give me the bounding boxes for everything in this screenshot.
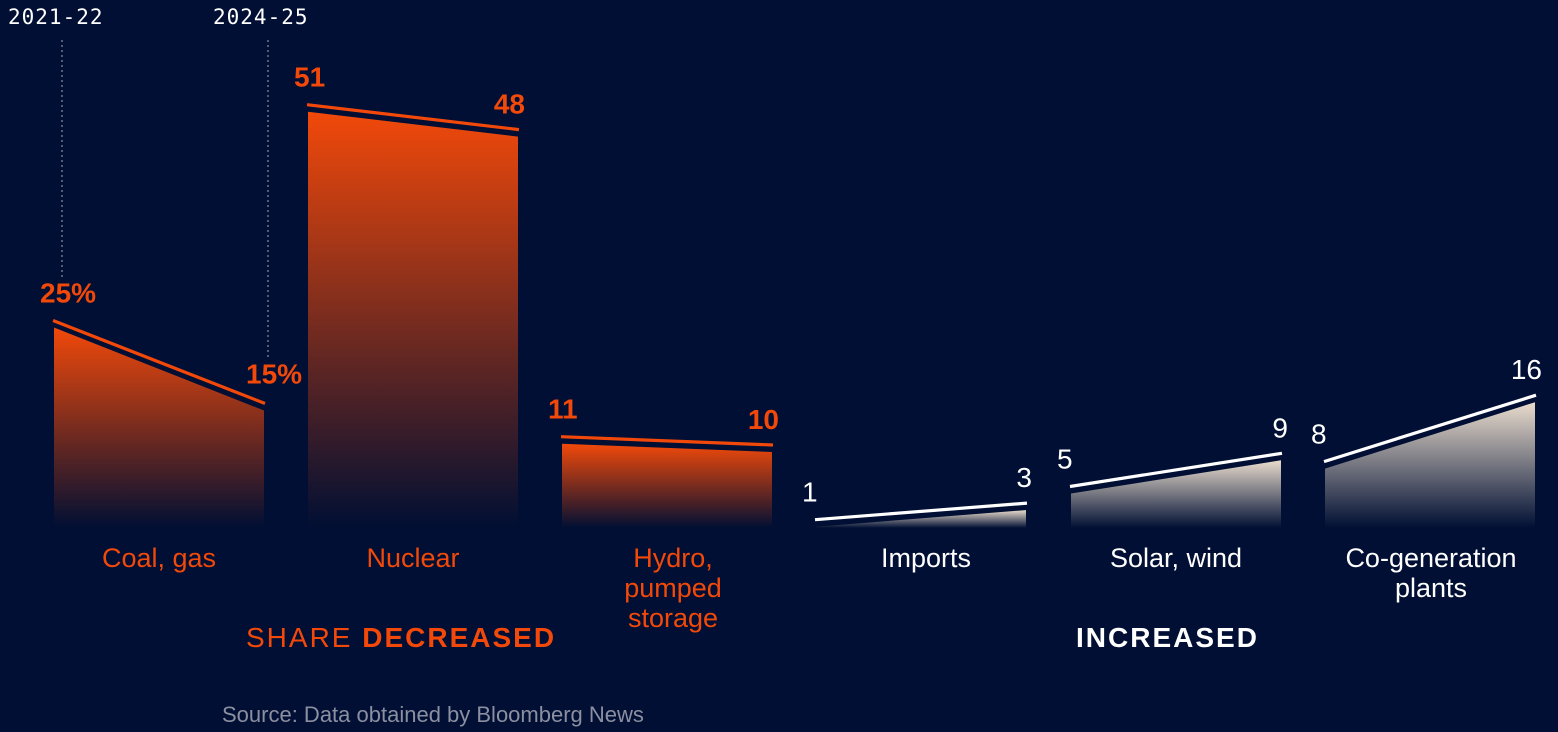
source-note: Source: Data obtained by Bloomberg News xyxy=(222,702,644,727)
category-label-hydro: Hydro, pumped storage xyxy=(624,543,722,633)
group-label-increased-word: INCREASED xyxy=(1076,622,1259,653)
slope-line-0 xyxy=(52,319,266,405)
category-label-coal-gas: Coal, gas xyxy=(101,543,217,573)
category-label-solar-wind: Solar, wind xyxy=(1109,543,1243,573)
value-label-start-4: 5 xyxy=(1057,444,1073,475)
value-label-start-2: 11 xyxy=(548,394,578,425)
value-label-end-0: 15% xyxy=(246,359,302,390)
slope-line-2 xyxy=(560,435,774,447)
value-label-start-3: 1 xyxy=(802,477,818,508)
value-label-start-0: 25% xyxy=(40,278,96,309)
period-end-label: 2024-25 xyxy=(213,5,309,29)
slope-line-5 xyxy=(1323,393,1537,464)
value-label-end-1: 48 xyxy=(494,89,525,120)
area-5 xyxy=(1325,402,1535,528)
slope-line-1 xyxy=(306,103,520,132)
value-label-end-5: 16 xyxy=(1511,354,1542,385)
group-label-decreased-prefix: SHARE xyxy=(246,622,363,653)
slope-line-4 xyxy=(1069,451,1283,489)
category-label-cogeneration: Co-generation plants xyxy=(1345,543,1517,603)
area-4 xyxy=(1071,460,1281,528)
value-label-end-3: 3 xyxy=(1016,462,1032,493)
group-label-decreased: SHARE DECREASED xyxy=(246,622,556,654)
category-label-nuclear: Nuclear xyxy=(366,543,460,573)
category-label-imports: Imports xyxy=(880,543,972,573)
value-label-end-2: 10 xyxy=(748,404,779,435)
group-label-increased: INCREASED xyxy=(1076,622,1259,654)
value-label-start-5: 8 xyxy=(1311,419,1327,450)
value-label-start-1: 51 xyxy=(294,62,325,93)
area-0 xyxy=(54,327,264,528)
area-1 xyxy=(308,111,518,528)
area-3 xyxy=(816,510,1026,528)
area-2 xyxy=(562,443,772,528)
value-label-end-4: 9 xyxy=(1272,412,1288,443)
period-start-label: 2021-22 xyxy=(8,5,104,29)
slope-line-3 xyxy=(814,501,1028,522)
group-label-decreased-word: DECREASED xyxy=(362,622,557,653)
